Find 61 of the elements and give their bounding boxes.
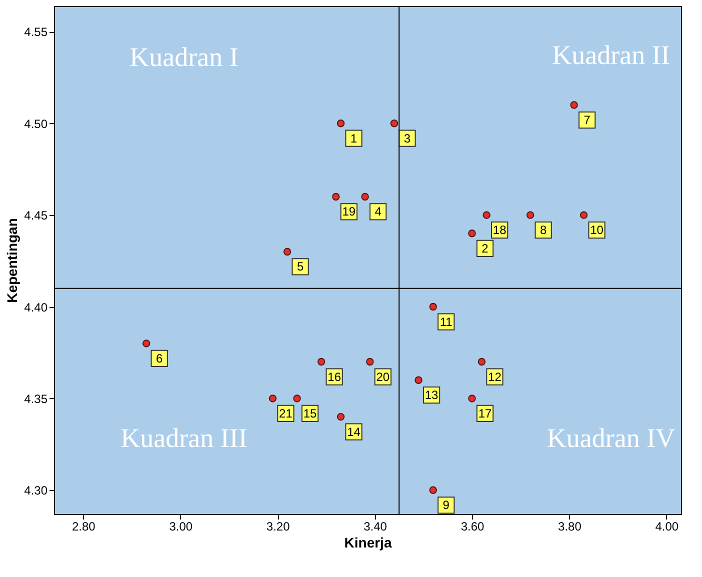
point <box>468 394 476 402</box>
annotation: 5 <box>296 260 304 274</box>
annotation: 1 <box>350 131 358 146</box>
y-tick-label: 4.55 <box>24 25 48 40</box>
annotation: 15 <box>303 406 318 420</box>
annotation: 7 <box>584 113 591 128</box>
point <box>366 358 374 366</box>
point <box>580 211 588 219</box>
annotation: 3 <box>404 131 411 146</box>
point <box>336 120 345 128</box>
annotation: Kuadran II <box>552 40 670 70</box>
annotation: 13 <box>424 388 439 402</box>
annotation: 2 <box>482 241 489 256</box>
annotation: 20 <box>376 370 390 384</box>
y-tick-label: 4.45 <box>24 208 48 223</box>
annotation: 21 <box>279 406 293 420</box>
annotation: 12 <box>488 370 502 384</box>
x-tick-label: 3.60 <box>460 520 484 534</box>
annotation: 19 <box>342 204 356 219</box>
x-axis-title: Kinerja <box>344 534 392 550</box>
point <box>142 340 150 348</box>
annotation: 11 <box>440 314 453 329</box>
point <box>268 394 277 402</box>
point <box>283 248 292 256</box>
annotation: 16 <box>328 370 342 384</box>
x-tick-label: 3.20 <box>266 520 290 534</box>
point <box>468 230 476 238</box>
x-tick-label: 4.00 <box>655 520 679 534</box>
annotation: Kuadran IV <box>546 423 676 453</box>
point <box>482 211 490 219</box>
annotation: 18 <box>492 223 507 238</box>
point <box>570 101 578 109</box>
annotation: 9 <box>442 498 450 512</box>
point <box>429 302 437 311</box>
annotation: 14 <box>347 424 361 439</box>
annotation: Kuadran I <box>130 42 238 72</box>
y-tick-label: 4.30 <box>24 484 48 498</box>
point <box>390 120 398 128</box>
x-tick-label: 3.00 <box>169 520 193 534</box>
point <box>478 358 486 366</box>
point <box>317 358 326 366</box>
point <box>293 394 301 402</box>
point <box>526 211 534 219</box>
y-tick-label: 4.50 <box>24 116 48 131</box>
point <box>332 192 340 201</box>
point <box>414 376 422 384</box>
annotation: 10 <box>590 223 604 238</box>
point <box>336 412 345 421</box>
point <box>429 486 437 494</box>
y-axis-title: Kepentingan <box>4 218 20 303</box>
y-tick-label: 4.35 <box>24 392 48 406</box>
x-tick-label: 3.40 <box>364 520 388 534</box>
annotation: 6 <box>156 351 164 366</box>
annotation: Kuadran III <box>120 423 248 453</box>
y-tick-label: 4.40 <box>24 300 48 314</box>
annotation: 8 <box>540 223 547 238</box>
point <box>361 192 369 201</box>
x-tick-label: 2.80 <box>72 520 96 534</box>
annotation: 4 <box>374 204 382 219</box>
annotation: 17 <box>478 406 492 420</box>
x-tick-label: 3.80 <box>558 520 582 534</box>
